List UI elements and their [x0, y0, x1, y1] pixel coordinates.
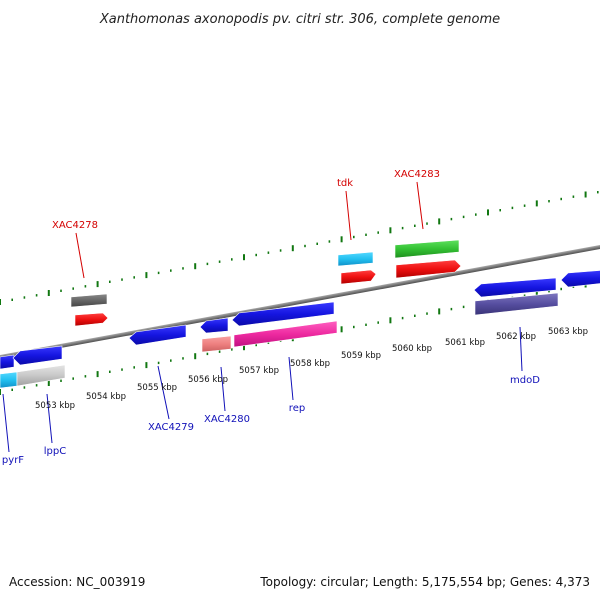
feature-pyrF-cds[interactable] — [0, 354, 15, 370]
forward-gene-label[interactable]: XAC4283 — [394, 169, 440, 180]
reverse-gene-label[interactable]: mdoD — [510, 375, 540, 386]
forward-gene-leader-line — [416, 181, 424, 230]
position-tick-label: 5062 kbp — [496, 332, 536, 342]
feature-XAC4280-gene[interactable] — [201, 335, 232, 353]
feature-XAC4283-cds[interactable] — [395, 259, 462, 279]
gene-labels: XAC4278 tdk XAC4283 pyrF lppC XAC4279 XAC4280 r… — [2, 169, 540, 466]
accession-label: Accession: NC_003919 — [9, 575, 145, 589]
reverse-gene-leader-line — [288, 356, 294, 401]
feature-rep-cds[interactable] — [231, 301, 335, 327]
position-tick-label: 5053 kbp — [35, 401, 75, 411]
map-title: Xanthomonas axonopodis pv. citri str. 30… — [99, 12, 500, 27]
feature-XAC4280-cds[interactable] — [199, 317, 229, 334]
reverse-gene-leader-line — [46, 393, 53, 444]
reverse-gene-label[interactable]: XAC4279 — [148, 422, 194, 433]
position-tick-label: 5063 kbp — [548, 327, 588, 337]
position-tick-label: 5055 kbp — [137, 383, 177, 393]
reverse-gene-leader-line — [2, 393, 10, 453]
position-tick-label: 5059 kbp — [341, 351, 381, 361]
forward-strand-tick-ring — [0, 191, 599, 305]
forward-gene-leader-line — [75, 232, 85, 279]
forward-gene-label[interactable]: tdk — [337, 178, 353, 189]
feature-XAC4278-cds[interactable] — [74, 312, 109, 327]
genome-summary: Topology: circular; Length: 5,175,554 bp… — [259, 575, 590, 589]
reverse-gene-leader-line — [157, 365, 170, 420]
genome-backbone — [0, 227, 600, 373]
feature-rep-gene[interactable] — [233, 320, 338, 348]
position-tick-label: 5061 kbp — [445, 338, 485, 348]
feature-XAC4278-gene[interactable] — [70, 293, 108, 308]
forward-gene-leader-line — [345, 190, 352, 241]
reverse-gene-label[interactable]: rep — [289, 403, 305, 414]
reverse-gene-leader-line — [220, 366, 226, 412]
feature-tdk-gene[interactable] — [337, 251, 374, 267]
gene-features — [0, 239, 600, 389]
position-labels: 5053 kbp 5054 kbp 5055 kbp 5056 kbp 5057 kbp… — [35, 327, 588, 411]
feature-mdoD-cds[interactable] — [473, 277, 557, 298]
feature-lppC-gene[interactable] — [16, 364, 66, 387]
feature-XAC4279-cds[interactable] — [128, 324, 187, 346]
feature-mdoD-gene[interactable] — [474, 292, 559, 316]
position-tick-label: 5058 kbp — [290, 359, 330, 369]
reverse-gene-label[interactable]: pyrF — [2, 455, 24, 466]
reverse-gene-label[interactable]: lppC — [44, 446, 66, 457]
feature-lppC-cds[interactable] — [12, 345, 63, 366]
feature-next-cds[interactable] — [560, 270, 600, 288]
position-tick-label: 5056 kbp — [188, 375, 228, 385]
reverse-gene-label[interactable]: XAC4280 — [204, 414, 250, 425]
position-tick-label: 5060 kbp — [392, 344, 432, 354]
position-tick-label: 5054 kbp — [86, 392, 126, 402]
feature-tdk-cds[interactable] — [340, 269, 377, 285]
feature-XAC4283-gene[interactable] — [394, 239, 460, 259]
feature-pyrF-gene[interactable] — [0, 371, 18, 389]
forward-gene-label[interactable]: XAC4278 — [52, 220, 98, 231]
reverse-gene-leader-line — [519, 326, 523, 372]
position-tick-label: 5057 kbp — [239, 366, 279, 376]
